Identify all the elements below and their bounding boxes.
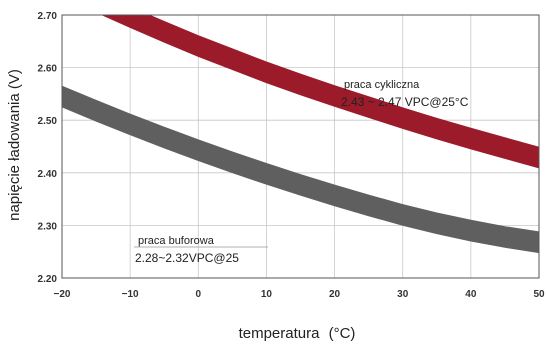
x-tick-label: 40 — [465, 289, 477, 300]
plot-frame — [61, 14, 540, 279]
y-tick-label: 2.20 — [38, 274, 58, 285]
x-axis-title-unit: (°C) — [329, 325, 356, 342]
annotation-cyclic: praca cykliczna 2.43 ~ 2.47 VPC@25°C — [341, 79, 469, 109]
y-tick-label: 2.70 — [38, 11, 58, 22]
annotation-float: praca buforowa 2.28~2.32VPC@25 — [134, 235, 268, 265]
x-tick-label: 30 — [397, 289, 409, 300]
y-tick-label: 2.60 — [38, 64, 58, 75]
annotation-cyclic-value: 2.43 ~ 2.47 VPC@25°C — [341, 95, 469, 109]
x-tick-label: 0 — [196, 289, 202, 300]
x-tick-label: −20 — [54, 289, 71, 300]
band-cyclic — [101, 15, 539, 169]
x-tick-label: −10 — [122, 289, 139, 300]
x-axis-title-text: temperatura — [239, 325, 321, 342]
x-tick-label: 50 — [533, 289, 545, 300]
annotation-float-label: praca buforowa — [138, 235, 215, 247]
y-tick-label: 2.50 — [38, 116, 58, 127]
x-tick-label: 20 — [329, 289, 341, 300]
y-axis-title: napięcie ładowania (V) — [6, 69, 23, 221]
band-float — [62, 85, 539, 254]
y-tick-label: 2.30 — [38, 221, 58, 232]
y-tick-label: 2.40 — [38, 169, 58, 180]
annotation-float-value: 2.28~2.32VPC@25 — [135, 251, 239, 265]
x-tick-label: 10 — [261, 289, 273, 300]
data-bands — [62, 15, 539, 254]
x-axis-title: temperatura (°C) — [239, 325, 356, 342]
annotation-cyclic-label: praca cykliczna — [344, 79, 420, 91]
tick-labels: −20 −10 0 10 20 30 40 50 2.20 2.30 2.40 2.50 2.60 2.7… — [38, 11, 545, 300]
